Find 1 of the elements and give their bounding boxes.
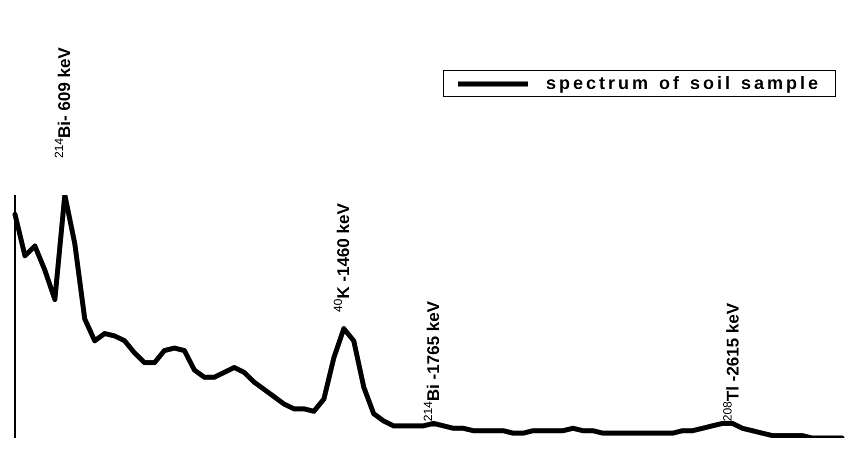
legend-label: spectrum of soil sample <box>546 73 821 94</box>
